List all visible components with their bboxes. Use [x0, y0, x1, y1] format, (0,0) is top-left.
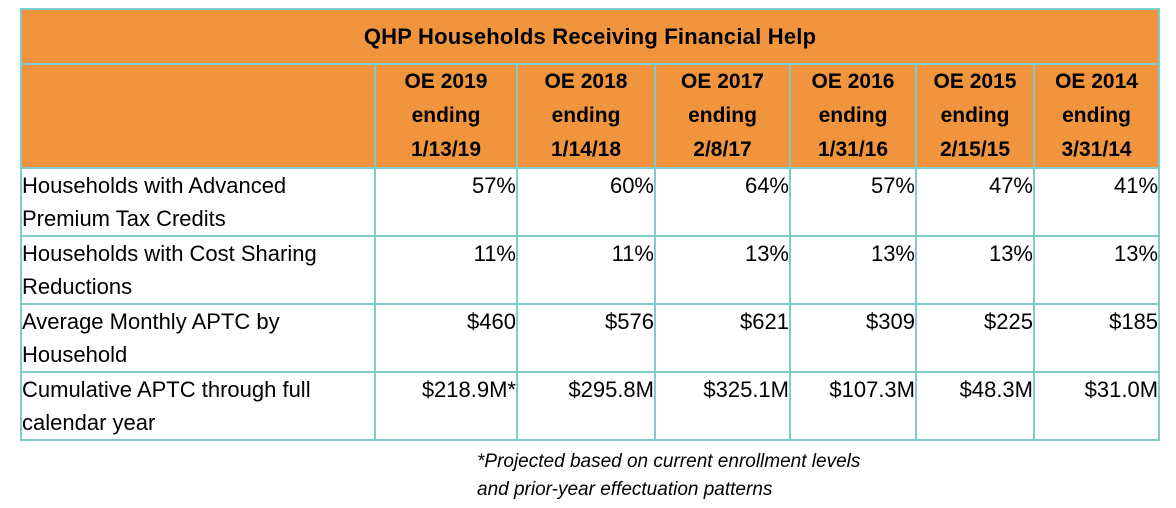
cell: 41%	[1032, 167, 1161, 237]
cell: $225	[915, 303, 1035, 373]
table-row-aptc-households: Households with Advanced Premium Tax Cre…	[20, 167, 1161, 237]
cell: 47%	[915, 167, 1035, 237]
cell: $309	[789, 303, 917, 373]
cell: $218.9M*	[374, 371, 518, 441]
table-row-avg-monthly-aptc: Average Monthly APTC by Household $460 $…	[20, 303, 1161, 373]
col-header-oe-2014: OE 2014 ending 3/31/14	[1032, 63, 1161, 169]
col-header-oe-2018: OE 2018 ending 1/14/18	[516, 63, 656, 169]
cell: 13%	[915, 235, 1035, 305]
row-label: Average Monthly APTC by Household	[20, 303, 376, 373]
table-container: QHP Households Receiving Financial Help …	[19, 8, 1161, 441]
cell: $31.0M	[1032, 371, 1161, 441]
col-header-oe-2019: OE 2019 ending 1/13/19	[374, 63, 518, 169]
cell: $48.3M	[915, 371, 1035, 441]
cell: 11%	[374, 235, 518, 305]
footnote: *Projected based on current enrollment l…	[477, 451, 861, 500]
column-header-row: OE 2019 ending 1/13/19 OE 2018 ending 1/…	[20, 63, 1161, 169]
cell: 64%	[654, 167, 791, 237]
cell: $621	[654, 303, 791, 373]
col-header-oe-2017: OE 2017 ending 2/8/17	[654, 63, 791, 169]
table-title: QHP Households Receiving Financial Help	[19, 8, 1161, 65]
cell: $185	[1032, 303, 1161, 373]
cell: $460	[374, 303, 518, 373]
cell: 13%	[1032, 235, 1161, 305]
table-row-csr-households: Households with Cost Sharing Reductions …	[20, 235, 1161, 305]
cell: $325.1M	[654, 371, 791, 441]
title-row: QHP Households Receiving Financial Help	[19, 8, 1161, 65]
cell: $576	[516, 303, 656, 373]
col-header-oe-2016: OE 2016 ending 1/31/16	[789, 63, 917, 169]
col-header-empty	[20, 63, 376, 169]
table-row-cumulative-aptc: Cumulative APTC through full calendar ye…	[20, 371, 1161, 441]
cell: 13%	[654, 235, 791, 305]
qhp-financial-help-table: QHP Households Receiving Financial Help …	[19, 8, 1161, 441]
cell: 13%	[789, 235, 917, 305]
cell: $295.8M	[516, 371, 656, 441]
col-header-oe-2015: OE 2015 ending 2/15/15	[915, 63, 1035, 169]
cell: $107.3M	[789, 371, 917, 441]
cell: 11%	[516, 235, 656, 305]
cell: 57%	[374, 167, 518, 237]
row-label: Households with Cost Sharing Reductions	[20, 235, 376, 305]
row-label: Cumulative APTC through full calendar ye…	[20, 371, 376, 441]
row-label: Households with Advanced Premium Tax Cre…	[20, 167, 376, 237]
cell: 60%	[516, 167, 656, 237]
cell: 57%	[789, 167, 917, 237]
